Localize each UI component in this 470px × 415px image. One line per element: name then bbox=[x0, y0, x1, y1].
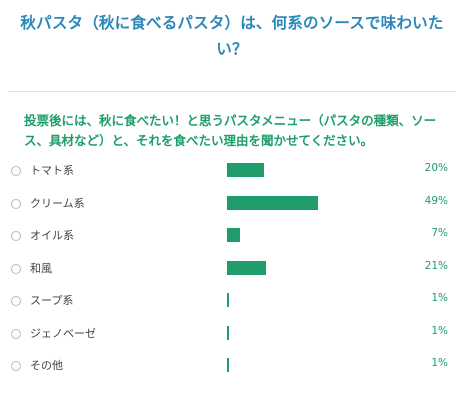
poll-option-oil[interactable]: オイル系 7% bbox=[0, 220, 470, 253]
result-bar bbox=[227, 163, 264, 177]
poll-option-tomato[interactable]: トマト系 20% bbox=[0, 155, 470, 188]
result-bar bbox=[227, 325, 229, 340]
poll-option-japanese[interactable]: 和風 21% bbox=[0, 253, 470, 286]
result-bar-track bbox=[227, 195, 405, 210]
radio-button[interactable] bbox=[11, 231, 21, 241]
option-percent: 21% bbox=[424, 259, 448, 272]
result-bar bbox=[227, 358, 229, 372]
result-bar-track bbox=[227, 325, 405, 340]
option-label: オイル系 bbox=[30, 229, 74, 242]
result-bar-track bbox=[227, 163, 405, 177]
option-percent: 1% bbox=[431, 292, 448, 304]
result-bar bbox=[227, 228, 240, 242]
option-label: スープ系 bbox=[30, 294, 74, 307]
result-bar-track bbox=[227, 228, 405, 242]
result-bar-track bbox=[227, 358, 405, 372]
option-percent: 20% bbox=[424, 162, 448, 174]
option-percent: 1% bbox=[431, 324, 448, 337]
result-bar-track bbox=[227, 260, 405, 275]
poll-option-genovese[interactable]: ジェノベーゼ 1% bbox=[0, 318, 470, 351]
radio-button[interactable] bbox=[11, 296, 21, 306]
radio-button[interactable] bbox=[11, 263, 21, 274]
result-bar bbox=[227, 195, 318, 210]
poll-option-cream[interactable]: クリーム系 49% bbox=[0, 188, 470, 221]
divider bbox=[8, 91, 456, 92]
option-label: その他 bbox=[30, 359, 63, 372]
radio-button[interactable] bbox=[11, 328, 21, 339]
option-percent: 1% bbox=[431, 357, 448, 369]
radio-button[interactable] bbox=[11, 166, 21, 176]
result-bar bbox=[227, 260, 266, 275]
radio-button[interactable] bbox=[11, 198, 21, 209]
poll-option-other[interactable]: その他 1% bbox=[0, 350, 470, 383]
poll-option-soup[interactable]: スープ系 1% bbox=[0, 285, 470, 318]
option-percent: 7% bbox=[431, 227, 448, 239]
option-label: 和風 bbox=[30, 261, 52, 275]
radio-button[interactable] bbox=[11, 361, 21, 371]
poll-title: 秋パスタ（秋に食べるパスタ）は、何系のソースで味わいたい？ bbox=[20, 14, 444, 58]
result-bar-track bbox=[227, 293, 405, 307]
option-label: クリーム系 bbox=[30, 196, 85, 210]
poll-options: トマト系 20% クリーム系 49% オイル系 7% 和風 21% スープ系 1… bbox=[0, 155, 470, 383]
option-label: トマト系 bbox=[30, 164, 74, 177]
option-label: ジェノベーゼ bbox=[30, 326, 96, 340]
option-percent: 49% bbox=[424, 194, 448, 207]
poll-question: 投票後には、秋に食べたい！と思うパスタメニュー（パスタの種類、ソース、具材など）… bbox=[24, 113, 437, 148]
result-bar bbox=[227, 293, 229, 307]
